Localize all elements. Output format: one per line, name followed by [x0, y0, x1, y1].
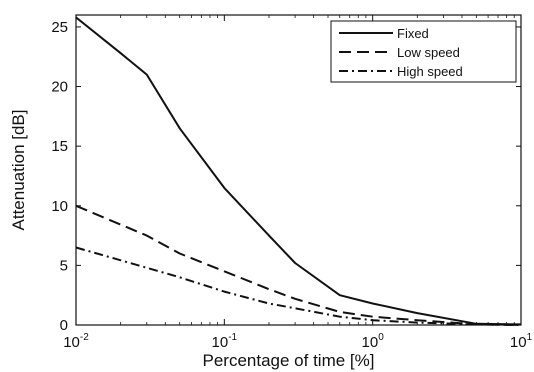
x-tick-exponent: 0 [378, 332, 384, 343]
series-line-high-speed [75, 246, 522, 326]
tick-layer [75, 15, 522, 326]
x-tick-label: 10-1 [212, 332, 238, 351]
x-tick-exponent: -1 [228, 332, 237, 343]
x-tick-exponent: 1 [527, 332, 533, 343]
legend-label: High speed [397, 64, 463, 79]
plot-frame [75, 14, 522, 326]
y-tick-label: 20 [51, 79, 68, 96]
y-tick-label: 10 [51, 198, 68, 215]
y-tick-label: 15 [51, 138, 68, 155]
x-axis-title: Percentage of time [%] [203, 351, 375, 370]
x-tick-label: 10-2 [63, 332, 89, 351]
x-tick-exponent: -2 [80, 332, 89, 343]
y-tick-label: 25 [51, 19, 68, 36]
legend-label: Fixed [397, 26, 429, 41]
series-line-low-speed [75, 204, 522, 326]
x-tick-label: 101 [510, 332, 533, 351]
y-tick-label: 5 [60, 257, 68, 274]
x-tick-base: 10 [362, 334, 379, 351]
series-line-fixed [75, 16, 522, 326]
legend: Fixed Low speed High speed [330, 20, 517, 83]
series-layer [75, 16, 522, 326]
x-tick-label: 100 [362, 332, 385, 351]
legend-label: Low speed [397, 45, 460, 60]
y-axis-title: Attenuation [dB] [9, 110, 28, 231]
x-tick-base: 10 [212, 334, 229, 351]
x-tick-base: 10 [510, 334, 527, 351]
y-tick-label: 0 [60, 317, 68, 334]
x-tick-base: 10 [63, 334, 80, 351]
